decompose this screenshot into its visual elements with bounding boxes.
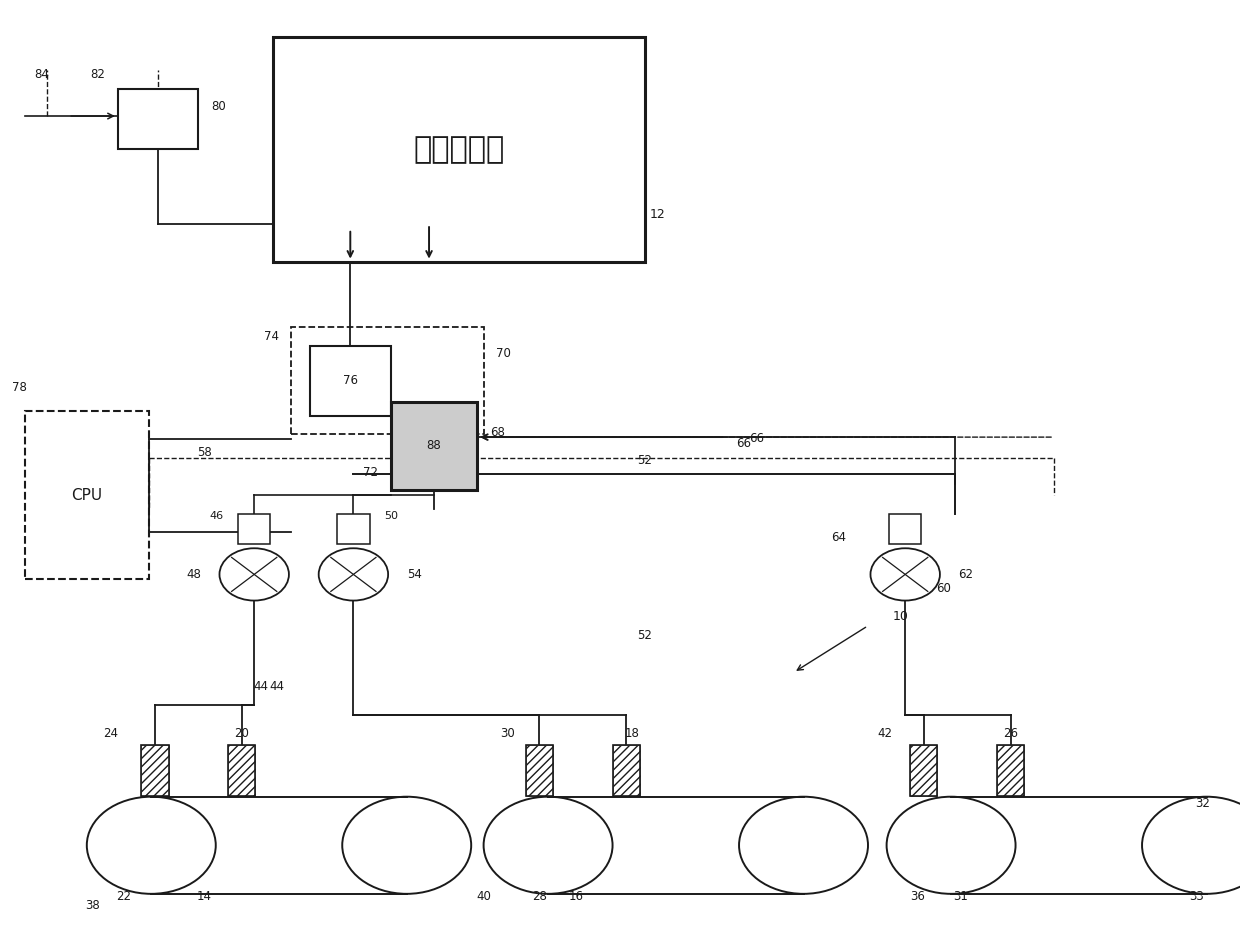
Text: 26: 26 [1003,727,1018,740]
Text: 70: 70 [496,347,511,361]
Bar [613,745,640,796]
Text: 52: 52 [637,454,652,467]
Text: 28: 28 [532,890,547,903]
Text: 14: 14 [197,890,212,903]
Text: 72: 72 [363,466,378,479]
Text: 68: 68 [490,426,505,439]
Bar [291,327,484,434]
Text: 48: 48 [186,568,201,581]
Text: 44: 44 [269,680,284,693]
Text: 16: 16 [569,890,584,903]
Text: 30: 30 [500,727,515,740]
Text: 32: 32 [1195,797,1210,810]
Bar [997,745,1024,796]
Text: 40: 40 [476,890,491,903]
Text: 38: 38 [86,899,100,913]
Text: 36: 36 [910,890,925,903]
Text: 31: 31 [954,890,968,903]
Text: 20: 20 [234,727,249,740]
Text: 50: 50 [384,511,398,520]
Text: 74: 74 [264,330,279,343]
Text: 66: 66 [737,437,751,450]
Text: 80: 80 [211,101,226,113]
Bar [889,514,921,544]
Text: 52: 52 [637,629,652,642]
Bar [25,411,149,579]
Bar [910,745,937,796]
Text: 58: 58 [197,446,212,460]
Bar [238,514,270,544]
Text: 10: 10 [893,610,909,623]
Bar [526,745,553,796]
Text: 60: 60 [936,582,951,595]
Text: 64: 64 [831,531,846,544]
Bar [337,514,370,544]
Bar [228,745,255,796]
Circle shape [219,548,289,601]
Text: 78: 78 [12,381,27,394]
Text: 22: 22 [117,890,131,903]
Text: 76: 76 [342,375,358,387]
Text: 42: 42 [878,727,893,740]
Text: 54: 54 [407,568,422,581]
Bar [310,346,391,416]
Text: 66: 66 [749,432,764,446]
Text: 18: 18 [625,727,640,740]
Text: 24: 24 [103,727,118,740]
Text: 12: 12 [650,208,665,221]
Bar [141,745,169,796]
Text: 46: 46 [210,511,223,520]
Text: 88: 88 [427,440,441,452]
Text: CPU: CPU [71,488,103,502]
Circle shape [319,548,388,601]
Text: 33: 33 [1189,890,1204,903]
Bar [118,89,198,149]
Text: 离子植入机: 离子植入机 [413,134,505,164]
Text: 82: 82 [91,68,105,81]
Bar [273,37,645,262]
Bar [391,402,477,490]
Circle shape [870,548,940,601]
Text: 62: 62 [959,568,973,581]
Text: 84: 84 [35,68,50,81]
Text: 44: 44 [253,680,268,693]
